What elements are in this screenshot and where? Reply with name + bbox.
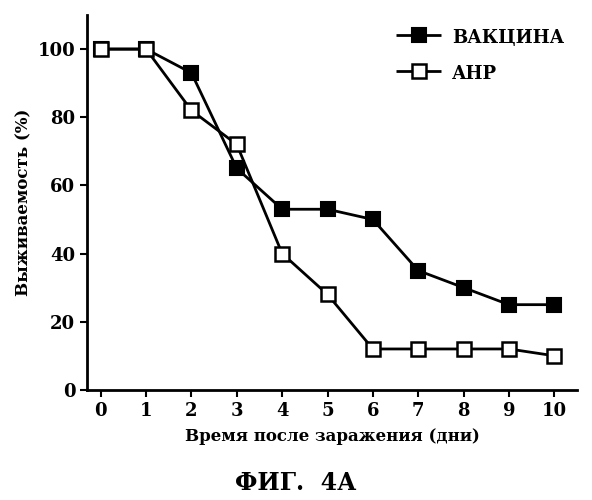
ВАКЦИНА — [324, 206, 331, 212]
ВАКЦИНА — [369, 216, 377, 222]
АНР — [551, 353, 558, 359]
АНР — [369, 346, 377, 352]
ВАКЦИНА — [188, 70, 195, 76]
АНР — [414, 346, 422, 352]
ВАКЦИНА — [233, 166, 240, 172]
ВАКЦИНА — [460, 284, 467, 290]
ВАКЦИНА — [279, 206, 286, 212]
АНР — [506, 346, 513, 352]
АНР — [233, 142, 240, 148]
ВАКЦИНА — [97, 46, 104, 52]
АНР — [97, 46, 104, 52]
Y-axis label: Выживаемость (%): Выживаемость (%) — [15, 108, 32, 296]
АНР — [279, 250, 286, 256]
Legend: ВАКЦИНА, АНР: ВАКЦИНА, АНР — [392, 24, 568, 86]
АНР — [188, 108, 195, 114]
Text: ФИГ.  4А: ФИГ. 4А — [235, 471, 357, 495]
ВАКЦИНА — [414, 268, 422, 274]
АНР — [460, 346, 467, 352]
Line: ВАКЦИНА: ВАКЦИНА — [94, 42, 561, 312]
ВАКЦИНА — [506, 302, 513, 308]
АНР — [324, 292, 331, 298]
ВАКЦИНА — [143, 46, 150, 52]
X-axis label: Время после заражения (дни): Время после заражения (дни) — [185, 428, 480, 445]
ВАКЦИНА — [551, 302, 558, 308]
АНР — [143, 46, 150, 52]
Line: АНР: АНР — [94, 42, 561, 362]
